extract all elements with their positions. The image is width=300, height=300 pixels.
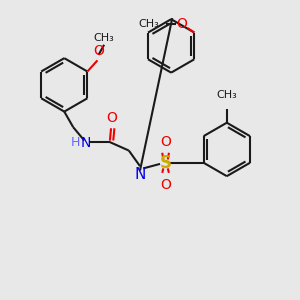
- Text: CH₃: CH₃: [138, 19, 159, 29]
- Text: O: O: [177, 17, 188, 31]
- Text: O: O: [93, 44, 104, 58]
- Text: S: S: [160, 154, 172, 172]
- Text: N: N: [134, 167, 146, 182]
- Text: O: O: [107, 111, 118, 125]
- Text: O: O: [160, 178, 171, 192]
- Text: O: O: [160, 135, 171, 149]
- Text: CH₃: CH₃: [94, 33, 115, 43]
- Text: CH₃: CH₃: [216, 91, 237, 100]
- Text: N: N: [80, 136, 91, 150]
- Text: H: H: [71, 136, 80, 149]
